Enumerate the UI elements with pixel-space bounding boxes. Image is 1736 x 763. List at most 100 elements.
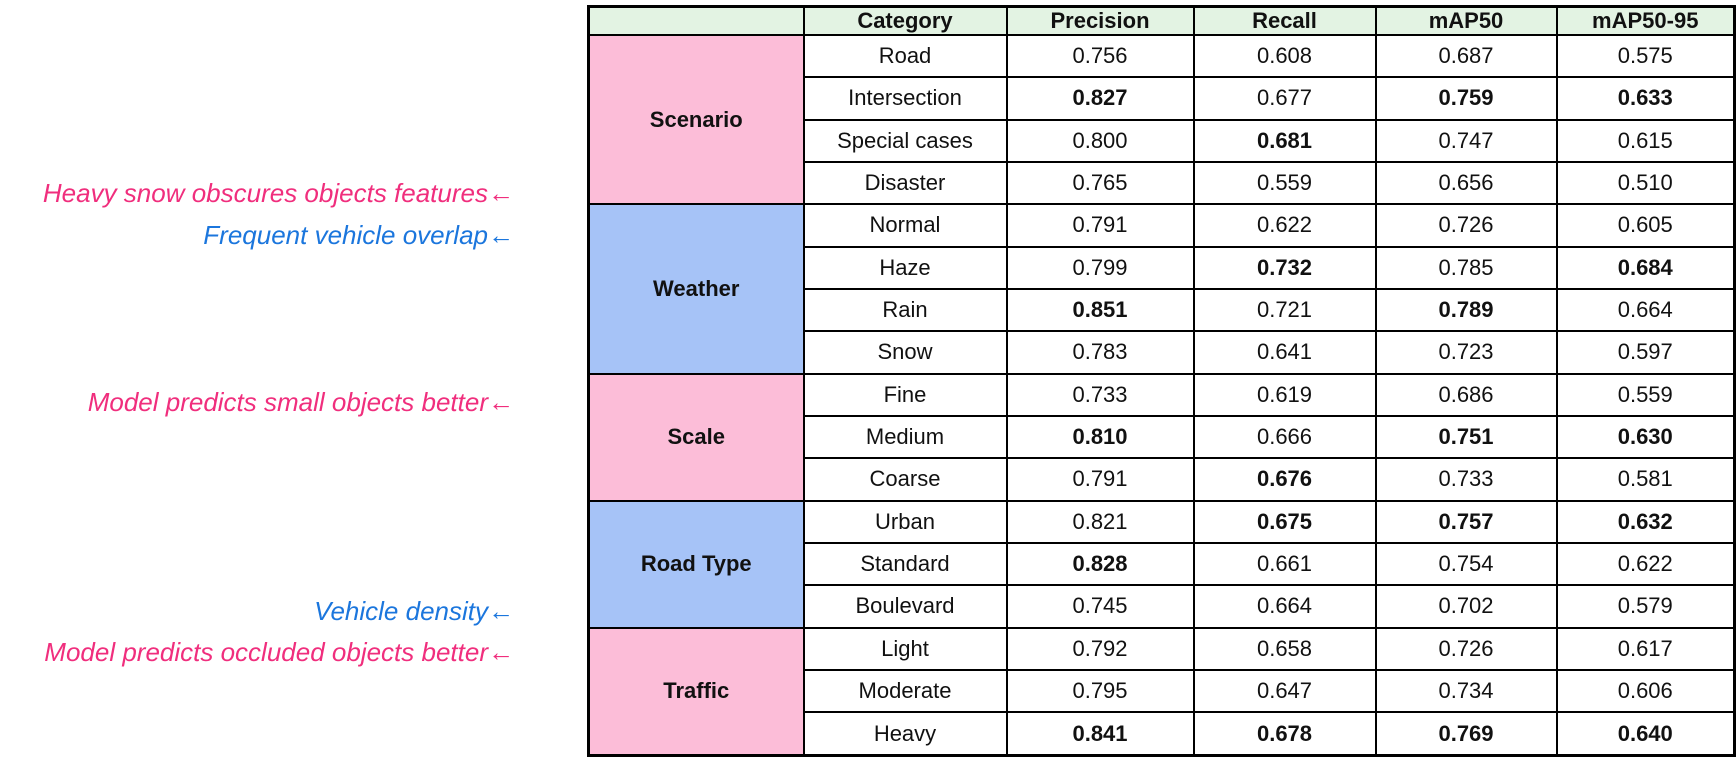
value-cell-fine-map50-95: 0.559 [1555, 372, 1736, 417]
table-row-road: Scenario Road 0.756 0.608 0.687 0.575 [587, 33, 1736, 206]
category-cell-light: Light [802, 626, 1008, 671]
value-cell-special-cases-map50-95: 0.615 [1555, 118, 1736, 163]
value-cell-fine-map50: 0.686 [1374, 372, 1558, 417]
annotation-model-predicts-small-objects-better: Model predicts small objects better← [87, 387, 514, 417]
value-cell-light-recall: 0.658 [1192, 626, 1377, 671]
value-cell-moderate-map50: 0.734 [1374, 668, 1558, 714]
table-row-normal: Weather Normal 0.791 0.622 0.726 0.605 [587, 203, 1736, 375]
value-cell-snow-map50: 0.723 [1374, 330, 1558, 375]
value-cell-disaster-map50: 0.656 [1374, 160, 1558, 206]
table-row-moderate: Moderate 0.795 0.647 0.734 0.606 [589, 668, 1736, 714]
value-cell-coarse-map50-95: 0.581 [1555, 457, 1736, 502]
table-row-fine: Scale Fine 0.733 0.619 0.686 0.559 [587, 372, 1736, 502]
table-row-disaster: Disaster 0.765 0.559 0.656 0.510 [589, 160, 1736, 206]
value-cell-haze-map50: 0.785 [1374, 245, 1558, 290]
table-row-boulevard: Boulevard 0.745 0.664 0.702 0.579 [589, 584, 1736, 629]
value-cell-disaster-recall: 0.559 [1192, 160, 1377, 206]
group-cell-traffic: Traffic [587, 626, 805, 757]
value-cell-coarse-map50: 0.733 [1374, 457, 1558, 502]
table-row-special-cases: Special cases 0.800 0.681 0.747 0.615 [589, 118, 1736, 163]
value-cell-haze-map50-95: 0.684 [1555, 245, 1736, 290]
category-cell-intersection: Intersection [802, 76, 1008, 121]
annotation-frequent-vehicle-overlap: Frequent vehicle overlap← [203, 220, 514, 250]
value-cell-special-cases-recall: 0.681 [1192, 118, 1377, 163]
category-cell-urban: Urban [802, 499, 1008, 544]
value-cell-rain-map50: 0.789 [1374, 287, 1558, 333]
category-cell-normal: Normal [802, 203, 1008, 248]
value-cell-intersection-map50-95: 0.633 [1555, 76, 1736, 121]
table-header-row: Category Precision Recall mAP50 mAP50-95 [587, 5, 1736, 36]
value-cell-light-precision: 0.792 [1005, 626, 1195, 671]
value-cell-special-cases-map50: 0.747 [1374, 118, 1558, 163]
value-cell-boulevard-recall: 0.664 [1192, 584, 1377, 629]
value-cell-normal-map50: 0.726 [1374, 203, 1558, 248]
table-row-light: Traffic Light 0.792 0.658 0.726 0.617 [587, 626, 1736, 757]
value-cell-disaster-map50-95: 0.510 [1555, 160, 1736, 206]
value-cell-heavy-map50: 0.769 [1374, 711, 1558, 757]
annotation-heavy-snow-obscures-objects-features: Heavy snow obscures objects features← [42, 178, 514, 208]
metrics-table: Category Precision Recall mAP50 mAP50-95 Sce… [587, 5, 1736, 757]
value-cell-urban-map50-95: 0.632 [1555, 499, 1736, 544]
header-cell-map50-95: mAP50-95 [1555, 5, 1736, 36]
category-cell-road: Road [802, 33, 1008, 79]
value-cell-normal-recall: 0.622 [1192, 203, 1377, 248]
category-cell-heavy: Heavy [802, 711, 1008, 757]
header-cell-map50: mAP50 [1374, 5, 1558, 36]
value-cell-road-precision: 0.756 [1005, 33, 1195, 79]
category-cell-disaster: Disaster [802, 160, 1008, 206]
table-row-heavy: Heavy 0.841 0.678 0.769 0.640 [589, 711, 1736, 757]
value-cell-medium-map50: 0.751 [1374, 414, 1558, 460]
value-cell-fine-recall: 0.619 [1192, 372, 1377, 417]
value-cell-coarse-precision: 0.791 [1005, 457, 1195, 502]
value-cell-moderate-precision: 0.795 [1005, 668, 1195, 714]
value-cell-normal-precision: 0.791 [1005, 203, 1195, 248]
value-cell-normal-map50-95: 0.605 [1555, 203, 1736, 248]
table-row-rain: Rain 0.851 0.721 0.789 0.664 [589, 287, 1736, 333]
group-cell-road-type: Road Type [587, 499, 805, 629]
value-cell-light-map50: 0.726 [1374, 626, 1558, 671]
table-row-haze: Haze 0.799 0.732 0.785 0.684 [589, 245, 1736, 290]
value-cell-medium-precision: 0.810 [1005, 414, 1195, 460]
table-row-intersection: Intersection 0.827 0.677 0.759 0.633 [589, 76, 1736, 121]
value-cell-light-map50-95: 0.617 [1555, 626, 1736, 671]
value-cell-haze-recall: 0.732 [1192, 245, 1377, 290]
value-cell-heavy-precision: 0.841 [1005, 711, 1195, 757]
value-cell-rain-recall: 0.721 [1192, 287, 1377, 333]
category-cell-coarse: Coarse [802, 457, 1008, 502]
category-cell-standard: Standard [802, 541, 1008, 587]
value-cell-rain-precision: 0.851 [1005, 287, 1195, 333]
value-cell-medium-map50-95: 0.630 [1555, 414, 1736, 460]
table-row-urban: Road Type Urban 0.821 0.675 0.757 0.632 [587, 499, 1736, 629]
annotation-model-predicts-occluded-objects-better: Model predicts occluded objects better← [44, 637, 514, 667]
category-cell-medium: Medium [802, 414, 1008, 460]
value-cell-intersection-precision: 0.827 [1005, 76, 1195, 121]
value-cell-disaster-precision: 0.765 [1005, 160, 1195, 206]
value-cell-road-recall: 0.608 [1192, 33, 1377, 79]
category-cell-haze: Haze [802, 245, 1008, 290]
value-cell-haze-precision: 0.799 [1005, 245, 1195, 290]
category-cell-boulevard: Boulevard [802, 584, 1008, 629]
value-cell-intersection-map50: 0.759 [1374, 76, 1558, 121]
category-cell-moderate: Moderate [802, 668, 1008, 714]
category-cell-special-cases: Special cases [802, 118, 1008, 163]
table-row-medium: Medium 0.810 0.666 0.751 0.630 [589, 414, 1736, 460]
value-cell-coarse-recall: 0.676 [1192, 457, 1377, 502]
category-cell-snow: Snow [802, 330, 1008, 375]
value-cell-heavy-recall: 0.678 [1192, 711, 1377, 757]
value-cell-urban-precision: 0.821 [1005, 499, 1195, 544]
value-cell-boulevard-precision: 0.745 [1005, 584, 1195, 629]
value-cell-special-cases-precision: 0.800 [1005, 118, 1195, 163]
value-cell-boulevard-map50-95: 0.579 [1555, 584, 1736, 629]
value-cell-snow-precision: 0.783 [1005, 330, 1195, 375]
header-cell-corner [587, 5, 805, 36]
group-cell-weather: Weather [587, 203, 805, 375]
value-cell-heavy-map50-95: 0.640 [1555, 711, 1736, 757]
category-cell-fine: Fine [802, 372, 1008, 417]
value-cell-road-map50-95: 0.575 [1555, 33, 1736, 79]
value-cell-snow-map50-95: 0.597 [1555, 330, 1736, 375]
value-cell-rain-map50-95: 0.664 [1555, 287, 1736, 333]
value-cell-medium-recall: 0.666 [1192, 414, 1377, 460]
value-cell-snow-recall: 0.641 [1192, 330, 1377, 375]
value-cell-boulevard-map50: 0.702 [1374, 584, 1558, 629]
